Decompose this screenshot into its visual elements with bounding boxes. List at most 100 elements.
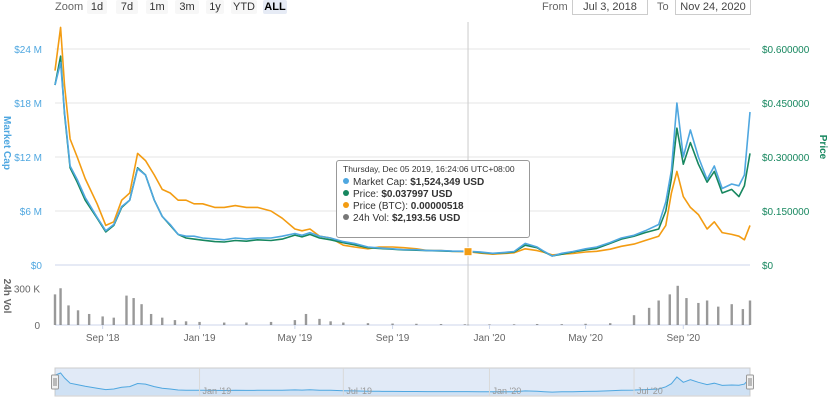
zoom-label: Zoom — [55, 1, 84, 13]
tooltip: Thursday, Dec 05 2019, 16:24:06 UTC+08:0… — [336, 160, 530, 238]
volume-bar — [647, 307, 651, 325]
left-tick-label: $12 M — [14, 153, 42, 164]
navigator-tick-label: Jul '19 — [346, 386, 372, 396]
volume-bar — [132, 298, 135, 325]
left-tick-label: $24 M — [14, 45, 42, 56]
tooltip-value: $0.037997 USD — [381, 189, 453, 200]
volume-bar — [584, 323, 587, 325]
volume-bar — [366, 323, 370, 325]
tooltip-label: Price: — [353, 189, 379, 200]
navigator-right-handle[interactable] — [746, 374, 754, 390]
volume-bar — [535, 324, 539, 325]
volume-bar — [632, 315, 636, 325]
right-tick-label: $0.150000 — [762, 207, 810, 218]
axes: $0 $6 M $12 M $18 M $24 M Market Cap $0 $0.1500… — [1, 45, 828, 344]
from-date-input[interactable]: Jul 3, 2018 — [572, 0, 648, 15]
volume-bar — [609, 323, 612, 325]
zoom-button-1d[interactable]: 1d — [87, 0, 107, 14]
volume-bar — [59, 288, 62, 325]
volume-bar — [717, 306, 720, 325]
market-cap-dot-icon — [343, 178, 349, 184]
volume-bar — [439, 324, 443, 325]
tooltip-row-volume: 24h Vol: $2,193.56 USD — [343, 213, 523, 225]
left-axis-title: Market Cap — [1, 116, 12, 170]
volume-bar — [161, 317, 164, 325]
volume-bar — [415, 323, 418, 325]
right-tick-label: $0.450000 — [762, 99, 810, 110]
to-date-input[interactable]: Nov 24, 2020 — [675, 0, 751, 15]
navigator-tick-label: Jul '20 — [637, 386, 663, 396]
zoom-button-7d[interactable]: 7d — [116, 0, 138, 14]
zoom-button-1y[interactable]: 1y — [206, 0, 224, 14]
volume-bar — [87, 313, 91, 325]
zoom-button-all[interactable]: ALL — [263, 0, 287, 14]
volume-bar — [560, 324, 563, 325]
navigator-tick-label: Jan '19 — [203, 386, 232, 396]
tooltip-row-price-btc: Price (BTC): 0.00000518 — [343, 201, 523, 213]
tooltip-row-market-cap: Market Cap: $1,524,349 USD — [343, 177, 523, 189]
volume-bar — [245, 322, 248, 325]
volume-bar — [657, 300, 660, 325]
left-tick-label: $0 — [31, 261, 43, 272]
volume-bar — [730, 304, 733, 325]
volume-tick-label: 0 — [34, 321, 40, 332]
volume-bar — [466, 324, 470, 326]
right-axis-title: Price — [817, 135, 828, 160]
range-selector-toolbar: Zoom 1d 7d 1m 3m 1y YTD ALL From Jul 3, … — [0, 0, 830, 16]
x-tick-label: Jan '20 — [474, 333, 506, 344]
volume-bar — [304, 313, 308, 325]
price-btc-line — [54, 26, 751, 256]
volume-bar — [293, 320, 297, 325]
hover-marker — [463, 247, 473, 257]
tooltip-label: Price (BTC): — [353, 201, 408, 212]
volume-dot-icon — [343, 214, 349, 220]
volume-bar — [741, 309, 745, 325]
from-label: From — [542, 1, 568, 13]
volume-bar — [112, 317, 115, 325]
volume-bar — [173, 320, 177, 325]
volume-bar — [488, 324, 491, 325]
volume-bar — [269, 321, 273, 325]
volume-bar — [697, 302, 700, 325]
right-tick-label: $0.300000 — [762, 153, 810, 164]
zoom-button-ytd[interactable]: YTD — [231, 0, 257, 14]
tooltip-row-price: Price: $0.037997 USD — [343, 189, 523, 201]
volume-bar — [184, 321, 188, 325]
navigator-tick-label: Jan '20 — [492, 386, 521, 396]
volume-bar — [198, 321, 201, 325]
tooltip-value: $2,193.56 USD — [391, 213, 461, 224]
series-lines — [54, 26, 751, 257]
volume-bar — [149, 313, 153, 325]
volume-tick-label: 300 K — [14, 284, 40, 295]
navigator-line — [54, 372, 751, 393]
navigator-left-handle[interactable] — [51, 374, 59, 390]
volume-bar — [685, 298, 688, 325]
volume-bar — [705, 300, 709, 325]
navigator[interactable]: Jan '19 Jul '19 Jan '20 Jul '20 — [51, 367, 754, 397]
right-tick-label: $0 — [762, 261, 774, 272]
left-tick-label: $18 M — [14, 99, 42, 110]
x-tick-label: Jan '19 — [184, 333, 216, 344]
right-tick-label: $0.600000 — [762, 45, 810, 56]
volume-bar — [676, 285, 679, 325]
price-dot-icon — [343, 190, 349, 196]
x-tick-label: May '20 — [568, 333, 603, 344]
volume-bar — [342, 322, 345, 325]
x-tick-label: Sep '18 — [86, 333, 120, 344]
price-btc-dot-icon — [343, 202, 349, 208]
zoom-button-3m[interactable]: 3m — [175, 0, 199, 14]
tooltip-date: Thursday, Dec 05 2019, 16:24:06 UTC+08:0… — [343, 164, 515, 174]
volume-bar — [463, 324, 467, 325]
zoom-button-1m[interactable]: 1m — [146, 0, 168, 14]
volume-bar — [125, 295, 128, 325]
volume-bar — [318, 318, 321, 325]
tooltip-value: 0.00000518 — [410, 201, 464, 212]
volume-bar — [748, 300, 752, 325]
x-tick-label: Sep '19 — [376, 333, 410, 344]
volume-bar — [391, 323, 394, 325]
volume-bar — [512, 324, 516, 325]
tooltip-label: Market Cap: — [353, 177, 408, 188]
tooltip-label: 24h Vol: — [353, 213, 390, 224]
volume-bar — [101, 316, 104, 325]
